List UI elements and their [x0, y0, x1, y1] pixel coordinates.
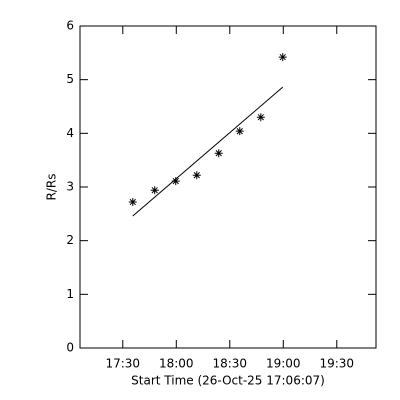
x-axis-label: Start Time (26-Oct-25 17:06:07): [131, 374, 325, 388]
data-point: [150, 186, 159, 195]
y-tick-label: 1: [66, 287, 74, 301]
x-tick-label: 18:30: [212, 357, 247, 371]
fit-line: [132, 86, 284, 217]
data-point: [256, 113, 265, 122]
y-tick-label: 6: [66, 19, 74, 33]
y-axis-label: R/Rs: [45, 174, 59, 201]
x-tick-label: 18:00: [159, 357, 194, 371]
x-tick-label: 19:00: [266, 357, 301, 371]
y-tick-label: 5: [66, 72, 74, 86]
y-tick-label: 2: [66, 233, 74, 247]
plot-frame: [79, 25, 377, 349]
data-point: [235, 127, 244, 136]
x-tick-label: 17:30: [105, 357, 140, 371]
data-point: [192, 171, 201, 180]
data-point: [171, 177, 180, 186]
y-tick-label: 0: [66, 341, 74, 355]
y-tick-label: 4: [66, 126, 74, 140]
data-point: [278, 53, 287, 62]
data-point: [128, 198, 137, 207]
x-tick-label: 19:30: [319, 357, 354, 371]
y-tick-label: 3: [66, 180, 74, 194]
data-point: [214, 149, 223, 158]
